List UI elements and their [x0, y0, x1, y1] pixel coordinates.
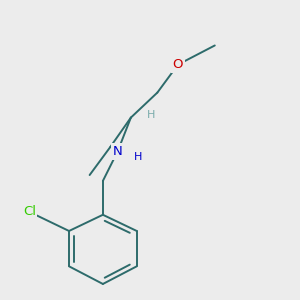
Text: O: O [173, 58, 183, 71]
Text: N: N [113, 145, 122, 158]
Text: H: H [147, 110, 155, 120]
Text: H: H [134, 152, 142, 162]
Text: Cl: Cl [23, 205, 36, 218]
